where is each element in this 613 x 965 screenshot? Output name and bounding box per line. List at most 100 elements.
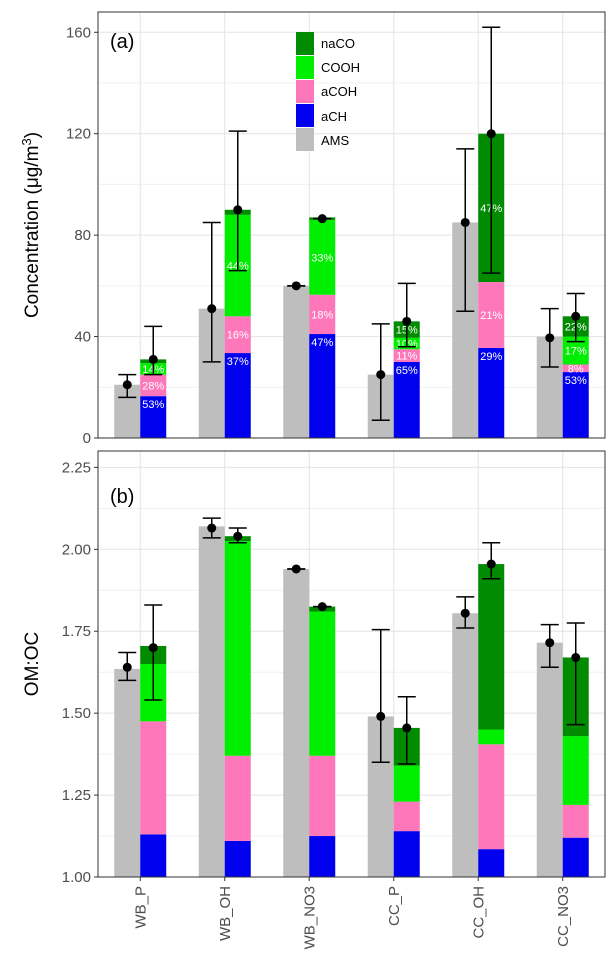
legend-swatch-aCOH [296,80,314,103]
bar-aCOH-WB_OH [224,316,251,354]
err-ams-WB_OH-mean-point [207,523,217,533]
x-tick-label-CC_P: CC_P [386,886,403,926]
err-ams-WB_P-mean-point [122,380,132,390]
panel-a: 53%28%14%37%16%44%47%18%33%65%11%10%15%2… [19,11,606,447]
legend-swatch-COOH [296,56,314,79]
y-tick-label: 2.25 [62,459,91,476]
pct-label-COOH-CC_NO3: 17% [565,346,587,358]
err-stack-CC_NO3-mean-point [571,311,581,321]
pct-label-aCOH-WB_NO3: 18% [311,309,333,321]
legend-swatch-AMS [296,128,314,151]
bar-COOH-CC_OH [478,729,505,745]
bar-aCH-WB_NO3 [309,334,336,438]
err-ams-CC_NO3-mean-point [545,638,555,648]
bar-COOH-CC_NO3 [562,736,589,805]
err-ams-WB_OH-mean-point [207,304,217,314]
bar-COOH-WB_OH [224,541,251,756]
err-ams-CC_OH-mean-point [460,217,470,227]
bar-aCOH-WB_OH [224,755,251,841]
legend-label-COOH: COOH [321,60,360,75]
err-stack-CC_P-mean-point [402,316,412,326]
bar-aCOH-CC_P [393,801,420,832]
y-tick-label: 160 [66,24,91,41]
bar-aCH-CC_OH [478,849,505,877]
bar-aCH-CC_P [393,831,420,877]
panel-b-border [97,450,606,878]
panel-a-border [97,11,606,439]
x-tick-label-CC_NO3: CC_NO3 [555,886,572,947]
x-tick-label-WB_NO3: WB_NO3 [301,886,318,949]
err-stack-WB_OH-mean-point [233,205,243,215]
bar-aCH-CC_NO3 [562,837,589,877]
bar-aCOH-WB_NO3 [309,294,336,335]
pct-label-aCH-CC_OH: 29% [480,351,502,363]
err-ams-CC_P-mean-point [376,370,386,380]
panel-a-label: (a) [110,31,134,53]
bar-ams-WB_NO3 [283,568,310,877]
y-axis-title-a: Concentration (μg/m3) [19,132,43,318]
err-ams-CC_P-mean-point [376,711,386,721]
bar-aCH-CC_P [393,361,420,438]
bar-aCH-WB_OH [224,353,251,438]
legend-label-aCH: aCH [321,109,347,124]
pct-label-aCOH-WB_OH: 16% [227,330,249,342]
pct-label-aCH-WB_NO3: 47% [311,337,333,349]
legend: naCO COOH aCOH aCH AMS [296,32,360,151]
bar-aCH-WB_P [140,834,167,877]
panel-b-frame [98,451,605,877]
bar-aCH-CC_OH [478,347,505,438]
pct-label-aCH-CC_P: 65% [396,365,418,377]
panel-b-label: (b) [110,486,134,508]
legend-swatch-naCO [296,32,314,55]
x-tick-label-WB_P: WB_P [132,886,149,929]
err-stack-CC_OH-mean-point [486,559,496,569]
bar-ams-WB_P [114,668,141,877]
err-stack-WB_NO3-mean-point [317,214,327,224]
err-ams-CC_NO3-mean-point [545,333,555,343]
bar-COOH-WB_NO3 [309,611,336,756]
err-stack-CC_NO3-mean-point [571,652,581,662]
err-stack-WB_P-mean-point [148,354,158,364]
bar-ams-WB_OH [198,526,225,877]
err-ams-WB_P-mean-point [122,662,132,672]
y-tick-label: 2.00 [62,541,91,558]
err-stack-WB_NO3-mean-point [317,602,327,612]
bar-COOH-WB_NO3 [309,219,336,295]
bar-aCOH-CC_OH [478,744,505,850]
pct-label-aCH-WB_OH: 37% [227,356,249,368]
bar-aCOH-CC_NO3 [562,364,589,373]
pct-label-aCH-WB_P: 53% [142,399,164,411]
pct-label-aCOH-WB_P: 28% [142,380,164,392]
y-tick-label: 40 [74,329,91,346]
x-tick-label-WB_OH: WB_OH [217,886,234,941]
y-tick-label: 1.00 [62,869,91,886]
pct-label-aCOH-CC_NO3: 8% [568,363,584,375]
y-tick-label: 80 [74,227,91,244]
y-tick-label: 0 [83,430,91,447]
bar-aCOH-WB_P [140,721,167,835]
err-stack-WB_P-mean-point [148,643,158,653]
bar-aCH-CC_NO3 [562,372,589,438]
bar-aCH-WB_P [140,396,167,438]
y-tick-label: 120 [66,126,91,143]
bar-aCOH-WB_NO3 [309,755,336,837]
err-ams-WB_NO3-mean-point [291,281,301,291]
legend-label-aCOH: aCOH [321,84,357,99]
pct-label-aCOH-CC_P: 11% [396,351,417,363]
legend-label-naCO: naCO [321,36,355,51]
bar-ams-WB_NO3 [283,285,310,438]
y-tick-label: 1.25 [62,787,91,804]
bar-ams-CC_OH [452,613,479,877]
legend-label-AMS: AMS [321,133,350,148]
err-ams-WB_NO3-mean-point [291,564,301,574]
bar-ams-CC_NO3 [536,642,563,877]
bar-aCH-WB_OH [224,840,251,877]
pct-label-aCOH-CC_OH: 21% [480,310,502,322]
bar-naCO-CC_OH [478,564,505,730]
bar-aCOH-WB_P [140,374,167,397]
y-tick-label: 1.75 [62,623,91,640]
y-axis-title-b: OM:OC [22,632,43,696]
bar-aCH-WB_NO3 [309,836,336,877]
err-ams-CC_OH-mean-point [460,608,470,618]
